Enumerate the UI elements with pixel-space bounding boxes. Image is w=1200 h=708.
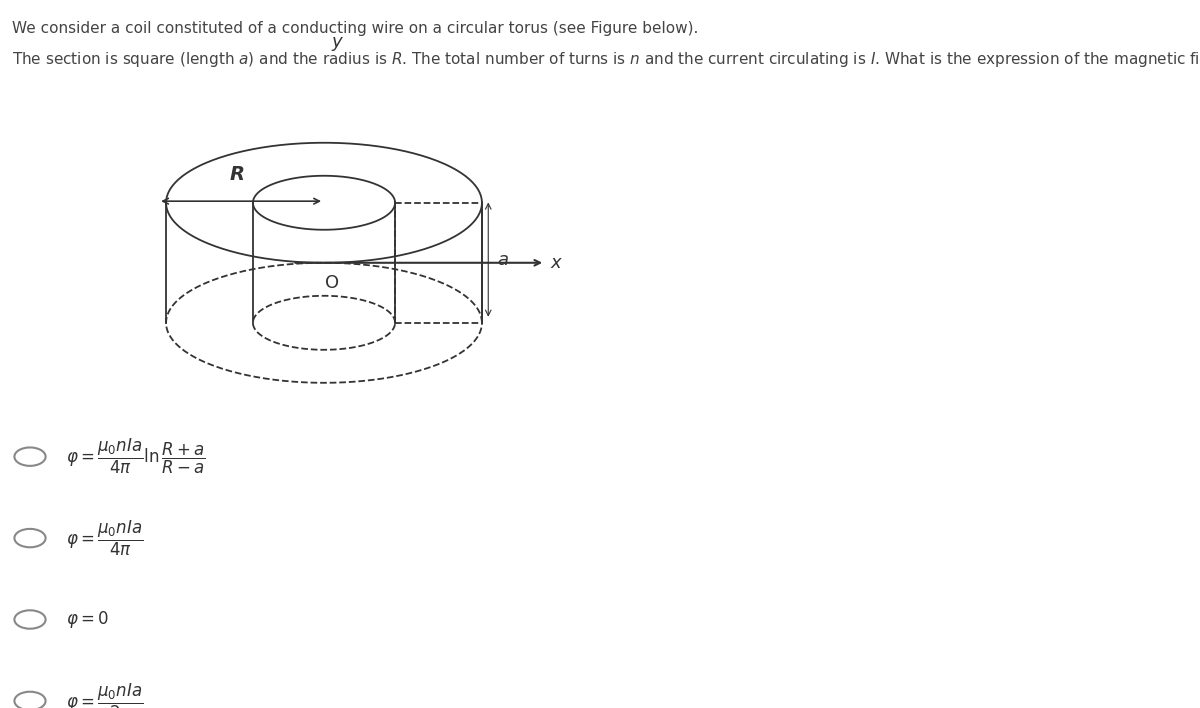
Text: $\varphi = 0$: $\varphi = 0$ — [66, 609, 109, 630]
Text: $\varphi = \dfrac{\mu_0 n I a}{2\pi}$: $\varphi = \dfrac{\mu_0 n I a}{2\pi}$ — [66, 681, 144, 708]
Text: O: O — [325, 274, 338, 292]
Text: a: a — [498, 251, 509, 268]
Text: $\varphi = \dfrac{\mu_0 n I a}{4\pi} \ln \dfrac{R+a}{R-a}$: $\varphi = \dfrac{\mu_0 n I a}{4\pi} \ln… — [66, 437, 205, 476]
Text: R: R — [229, 165, 245, 184]
Text: We consider a coil constituted of a conducting wire on a circular torus (see Fig: We consider a coil constituted of a cond… — [12, 21, 698, 36]
Text: x: x — [551, 253, 562, 272]
Text: The section is square (length $a$) and the radius is $R$. The total number of tu: The section is square (length $a$) and t… — [12, 50, 1200, 69]
Text: $\varphi = \dfrac{\mu_0 n I a}{4\pi}$: $\varphi = \dfrac{\mu_0 n I a}{4\pi}$ — [66, 518, 144, 558]
Text: y: y — [332, 33, 342, 51]
